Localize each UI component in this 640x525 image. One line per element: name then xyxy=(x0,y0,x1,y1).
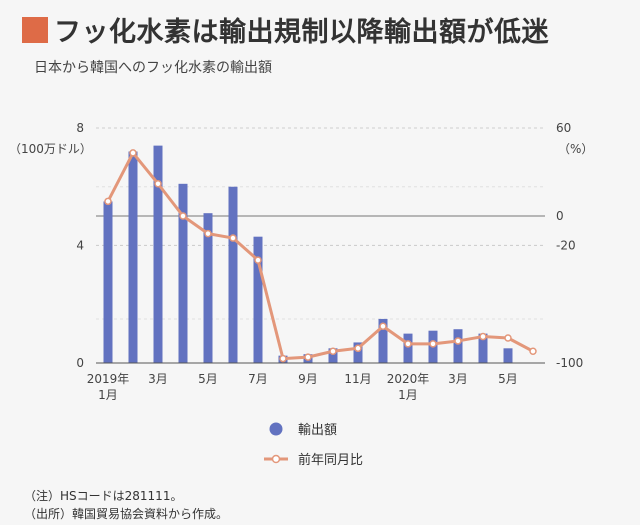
bar xyxy=(378,318,388,363)
note: （注）HSコードは281111。 xyxy=(24,489,183,503)
yoy-point xyxy=(379,322,387,330)
right-tick-label: -20 xyxy=(556,238,576,252)
yoy-point xyxy=(329,347,337,355)
yoy-point xyxy=(104,197,112,206)
right-tick-label: 0 xyxy=(556,209,564,223)
x-tick-label: 11月 xyxy=(344,372,371,386)
left-tick-label: 0 xyxy=(76,356,84,370)
legend-bar-icon xyxy=(269,422,283,436)
x-tick-label: 5月 xyxy=(198,372,218,386)
bar xyxy=(403,333,413,363)
right-axis-unit: （%） xyxy=(558,142,593,156)
yoy-point xyxy=(529,347,537,355)
chart-subtitle: 日本から韓国へのフッ化水素の輸出額 xyxy=(34,60,272,76)
x-tick-label: 3月 xyxy=(148,372,168,386)
yoy-point xyxy=(204,229,212,238)
x-tick-label: 7月 xyxy=(248,372,268,386)
yoy-point xyxy=(279,354,287,363)
bar xyxy=(253,236,263,363)
bar xyxy=(153,145,163,363)
bar xyxy=(103,201,113,363)
x-tick-label: 5月 xyxy=(498,372,518,386)
legend-line-marker xyxy=(271,454,281,464)
bar xyxy=(228,186,238,363)
yoy-point xyxy=(404,340,412,348)
x-tick-label: 1月 xyxy=(398,388,418,402)
yoy-point xyxy=(129,149,137,157)
source-note: （出所）韓国貿易協会資料から作成。 xyxy=(24,507,229,521)
x-tick-label: 1月 xyxy=(98,388,118,402)
bar xyxy=(178,183,188,363)
yoy-point xyxy=(254,256,262,264)
chart: 8 4 0 （100万ドル） 60 0 -20 -100 （%） 2019年 1月 3月 5月 7月 9月 1… xyxy=(9,121,593,468)
chart-title: フッ化水素は輸出規制以降輸出額が低迷 xyxy=(22,10,549,49)
title-text: フッ化水素は輸出規制以降輸出額が低迷 xyxy=(54,17,549,48)
legend-label-line: 前年同月比 xyxy=(298,452,363,468)
yoy-point xyxy=(304,353,312,361)
x-tick-label: 2019年 xyxy=(87,372,130,386)
bar xyxy=(203,213,213,363)
bar xyxy=(503,348,513,363)
bar xyxy=(453,329,463,363)
bar xyxy=(478,333,488,363)
yoy-line xyxy=(106,151,534,361)
bar xyxy=(353,342,363,363)
right-tick-label: -100 xyxy=(556,356,583,370)
x-tick-label: 3月 xyxy=(448,372,468,386)
yoy-point xyxy=(429,340,437,348)
title-marker-icon xyxy=(22,16,48,43)
yoy-point xyxy=(454,337,462,345)
yoy-point xyxy=(229,234,237,242)
right-tick-label: 60 xyxy=(556,121,571,135)
left-tick-label: 8 xyxy=(76,121,84,135)
left-axis-unit: （100万ドル） xyxy=(9,142,92,156)
x-tick-label: 2020年 xyxy=(387,372,430,386)
bar xyxy=(328,348,338,363)
yoy-point xyxy=(179,212,187,220)
yoy-point xyxy=(154,179,162,188)
yoy-point xyxy=(479,332,487,341)
legend-label-bars: 輸出額 xyxy=(298,423,337,438)
x-tick-label: 9月 xyxy=(298,372,318,386)
yoy-point xyxy=(354,344,362,353)
bar xyxy=(128,151,138,363)
yoy-point xyxy=(504,334,512,342)
left-tick-label: 4 xyxy=(76,239,84,253)
